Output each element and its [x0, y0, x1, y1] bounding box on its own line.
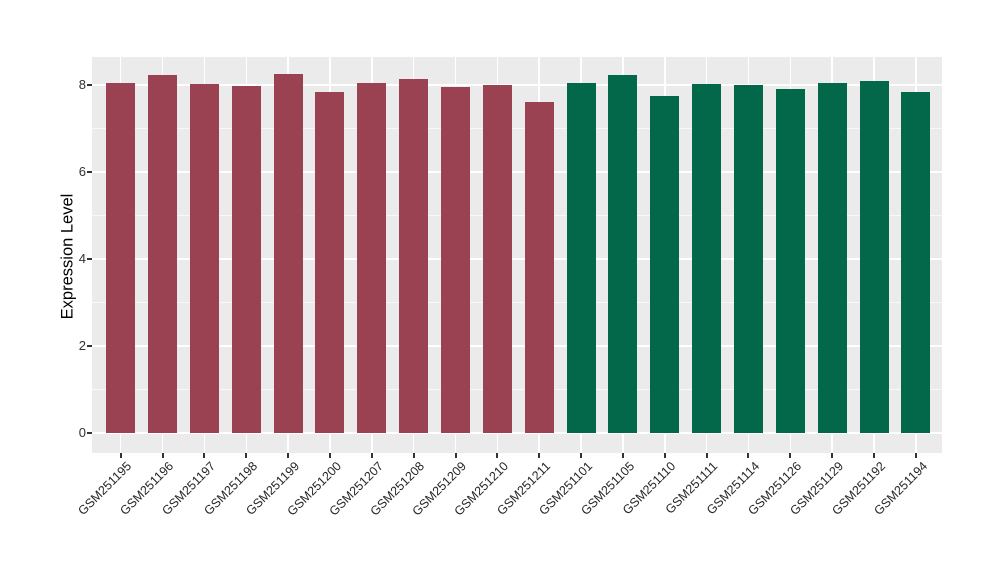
x-tick-mark: [287, 453, 290, 458]
gridline-major: [92, 432, 942, 434]
bar-GSM251111: [692, 84, 722, 433]
bar-GSM251208: [399, 78, 429, 433]
x-tick-mark: [370, 453, 373, 458]
x-tick-mark: [914, 453, 917, 458]
x-tick-mark: [580, 453, 583, 458]
y-tick-label: 2: [78, 338, 86, 353]
bar-GSM251110: [650, 95, 680, 433]
x-tick-mark: [328, 453, 331, 458]
x-tick-mark: [873, 453, 875, 458]
bar-GSM251210: [482, 84, 512, 433]
gridline-minor: [92, 302, 942, 303]
y-tick-label: 4: [78, 251, 86, 266]
x-tick-mark: [203, 453, 206, 458]
y-tick-mark: [87, 258, 92, 260]
bar-GSM251101: [566, 82, 596, 433]
bar-GSM251129: [817, 83, 847, 433]
x-tick-mark: [831, 453, 834, 458]
y-tick-mark: [87, 171, 92, 173]
gridline-major: [92, 345, 942, 347]
bar-GSM251198: [231, 85, 261, 433]
y-tick-mark: [87, 84, 92, 86]
bar-GSM251194: [901, 91, 931, 433]
x-tick-mark: [454, 453, 457, 458]
plot-panel: [92, 57, 942, 453]
x-tick-mark: [161, 453, 164, 458]
x-tick-mark: [538, 453, 541, 458]
y-tick-label: 8: [78, 77, 86, 92]
bar-GSM251211: [524, 102, 554, 433]
gridline-minor: [92, 389, 942, 390]
x-tick-mark: [747, 453, 750, 458]
bar-GSM251200: [315, 91, 345, 433]
gridline-major: [92, 258, 942, 260]
bar-GSM251207: [357, 83, 387, 433]
bar-GSM251199: [273, 74, 303, 433]
gridline-major: [92, 171, 942, 173]
bar-GSM251126: [775, 88, 805, 433]
x-tick-mark: [789, 453, 792, 458]
bar-GSM251114: [733, 85, 763, 433]
bar-GSM251196: [148, 75, 178, 433]
bar-GSM251209: [441, 86, 470, 433]
x-tick-mark: [412, 453, 415, 458]
y-tick-mark: [87, 432, 92, 434]
x-tick-mark: [119, 453, 122, 458]
bar-GSM251192: [859, 80, 889, 433]
gridline-minor: [92, 215, 942, 216]
y-tick-label: 6: [78, 164, 86, 179]
gridline-minor: [92, 128, 942, 129]
bar-GSM251195: [106, 82, 136, 433]
bar-GSM251197: [189, 83, 219, 433]
y-tick-mark: [87, 345, 92, 347]
gridline-major: [92, 84, 942, 86]
y-tick-label: 0: [78, 425, 86, 440]
x-tick-mark: [621, 453, 624, 458]
x-tick-mark: [663, 453, 666, 458]
x-tick-mark: [705, 453, 708, 458]
bar-GSM251105: [608, 74, 638, 433]
x-tick-mark: [496, 453, 499, 458]
x-tick-mark: [245, 453, 248, 458]
